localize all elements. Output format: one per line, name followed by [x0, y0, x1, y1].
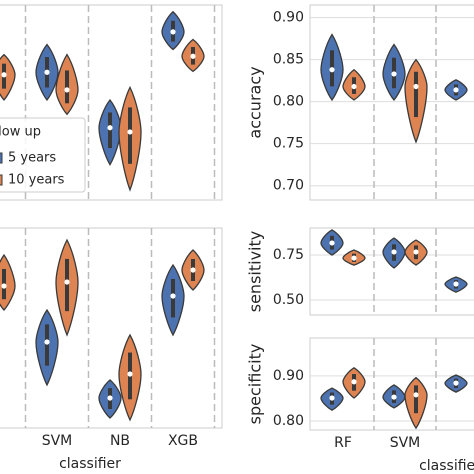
median-dot [329, 395, 335, 401]
legend-box [0, 117, 86, 193]
median-dot [351, 379, 357, 385]
x-axis-label: classifier [59, 456, 121, 472]
median-dot [44, 69, 50, 75]
median-dot [170, 293, 176, 299]
median-dot [64, 87, 70, 93]
y-tick-label: 0.80 [273, 94, 304, 110]
legend: follow up 5 years 10 years [0, 117, 86, 193]
median-dot [413, 83, 419, 90]
y-tick-label: 0.85 [273, 52, 304, 68]
x-tick-label: RF [334, 435, 352, 451]
plot-background [309, 4, 474, 201]
y-tick-label: 0.90 [273, 10, 304, 26]
y-tick-label: 0.75 [273, 136, 304, 152]
median-dot [453, 87, 459, 93]
median-dot [190, 267, 196, 273]
y-axis-label: sensitivity [246, 231, 265, 312]
median-dot [453, 380, 459, 386]
x-tick-label: SVM [390, 435, 421, 451]
y-tick-label: 0.80 [273, 413, 304, 429]
legend-swatch [0, 174, 3, 186]
median-dot [391, 394, 397, 400]
median-dot [1, 72, 7, 78]
median-dot [170, 29, 176, 35]
y-tick-label: 0.75 [273, 247, 304, 263]
y-tick-label: 0.70 [273, 178, 304, 194]
legend-title: follow up [0, 125, 41, 140]
median-dot [107, 395, 113, 401]
median-dot [127, 371, 133, 377]
median-dot [329, 67, 335, 73]
legend-swatch [0, 152, 3, 164]
median-dot [1, 283, 7, 289]
legend-label: 10 years [8, 173, 65, 188]
y-axis-label: accuracy [246, 66, 265, 138]
median-dot [391, 71, 397, 77]
x-tick-label: NB [110, 433, 130, 449]
median-dot [351, 255, 357, 261]
legend-label: 5 years [8, 151, 56, 166]
median-dot [391, 249, 397, 255]
median-dot [44, 339, 50, 345]
median-dot [329, 240, 335, 246]
median-dot [453, 281, 459, 287]
x-tick-label: XGB [168, 433, 198, 449]
median-dot [413, 249, 419, 255]
median-dot [107, 125, 113, 131]
median-dot [64, 279, 70, 285]
y-tick-label: 0.90 [273, 368, 304, 384]
x-tick-label: SVM [42, 433, 73, 449]
median-dot [127, 129, 133, 135]
median-dot [413, 392, 419, 398]
x-axis-label: classifier [419, 458, 474, 474]
y-axis-label: specificity [246, 344, 265, 425]
median-dot [351, 83, 357, 90]
median-dot [190, 53, 196, 59]
y-tick-label: 0.50 [273, 292, 304, 308]
